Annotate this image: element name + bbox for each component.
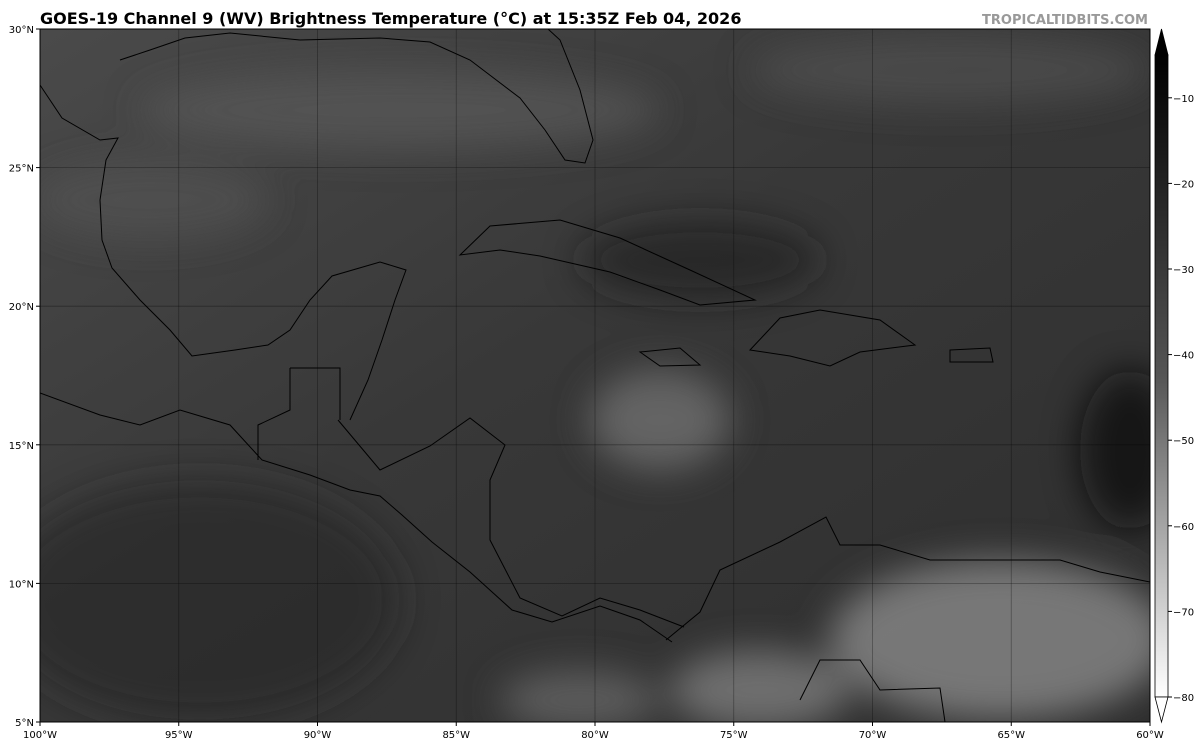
lon-tick-label: 85°W: [442, 730, 470, 741]
lat-tick-label: 25°N: [9, 164, 34, 175]
lat-tick-label: 20°N: [9, 302, 34, 313]
colorbar-tick-label: −70: [1173, 607, 1194, 618]
lat-tick-label: 15°N: [9, 441, 34, 452]
lat-tick-label: 5°N: [15, 718, 34, 729]
colorbar-tick-label: −80: [1173, 693, 1194, 704]
title: GOES-19 Channel 9 (WV) Brightness Temper…: [40, 9, 741, 28]
colorbar-tick-label: −10: [1173, 94, 1194, 105]
colorbar-tick-label: −30: [1173, 265, 1194, 276]
coastlines: [40, 29, 1150, 722]
lon-tick-label: 70°W: [859, 730, 887, 741]
lon-tick-label: 90°W: [304, 730, 332, 741]
axes: 100°W 95°W 90°W 85°W 80°W 75°W 70°W 65°W 60°W 5°N…: [9, 25, 1164, 741]
colorbar-tick-label: −40: [1173, 351, 1194, 362]
colorbar-tick-label: −20: [1173, 179, 1194, 190]
colorbar-fill: [1154, 54, 1169, 698]
cloud-texture: [40, 35, 1150, 722]
colorbar-extend-top: [1154, 28, 1169, 56]
lat-tick-label: 30°N: [9, 25, 34, 36]
graticule: [40, 29, 1150, 722]
lat-tick-label: 10°N: [9, 579, 34, 590]
colorbar-extend-bottom: [1154, 696, 1169, 724]
lon-tick-label: 65°W: [997, 730, 1025, 741]
lon-tick-label: 80°W: [581, 730, 609, 741]
lon-tick-label: 75°W: [720, 730, 748, 741]
lon-tick-label: 95°W: [165, 730, 193, 741]
colorbar: −10 −20 −30 −40 −50 −60 −70 −80: [1154, 28, 1194, 724]
colorbar-tick-label: −50: [1173, 436, 1194, 447]
lon-tick-label: 100°W: [23, 730, 57, 741]
watermark: TROPICALTIDBITS.COM: [982, 13, 1148, 28]
map: [40, 29, 1150, 722]
lon-tick-label: 60°W: [1136, 730, 1164, 741]
colorbar-tick-label: −60: [1173, 522, 1194, 533]
